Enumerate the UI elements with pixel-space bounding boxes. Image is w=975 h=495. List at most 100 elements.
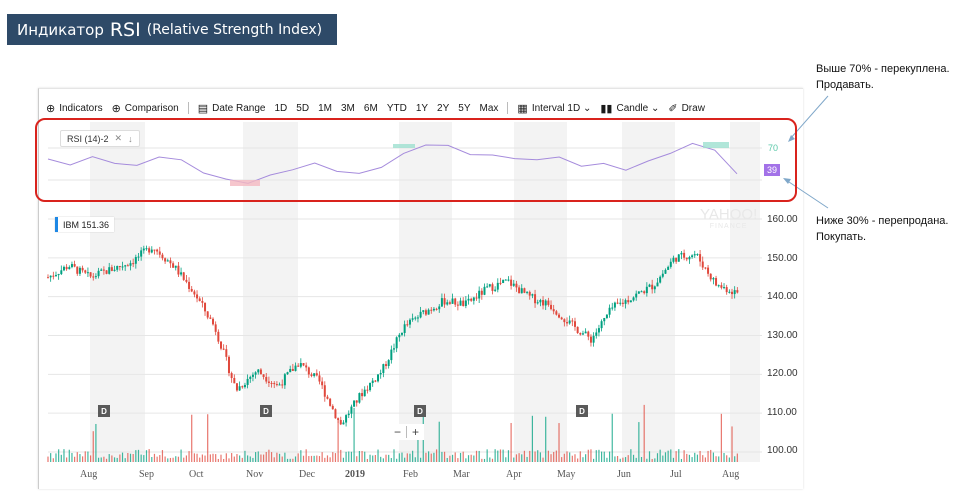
date-range-button[interactable]: ▤ Date Range <box>198 102 266 115</box>
x-tick: Jul <box>670 469 682 480</box>
candle-body <box>709 273 712 280</box>
candle-body <box>597 328 600 333</box>
range-5y[interactable]: 5Y <box>458 102 471 114</box>
volume-bar <box>329 457 331 462</box>
range-ytd[interactable]: YTD <box>386 102 407 114</box>
candle-body <box>84 270 87 273</box>
dividend-badge[interactable]: D <box>576 405 588 417</box>
volume-bar <box>688 454 691 462</box>
candle-body <box>262 374 265 377</box>
chart-type-label: Candle <box>616 102 649 114</box>
ticker-chip[interactable]: IBM 151.36 <box>55 217 115 232</box>
volume-bar <box>207 414 209 462</box>
volume-bar <box>297 453 299 462</box>
candle-body <box>464 300 467 307</box>
watermark-line2: FINANCE <box>709 223 748 230</box>
volume-bar <box>648 451 651 462</box>
close-icon[interactable]: ✕ <box>114 133 123 143</box>
candle-body <box>198 298 201 302</box>
volume-bar <box>718 456 720 462</box>
range-max[interactable]: Max <box>479 102 499 114</box>
candle-body <box>677 254 680 262</box>
volume-bar <box>84 451 86 462</box>
range-3m[interactable]: 3M <box>341 102 355 114</box>
volume-bar <box>366 458 368 462</box>
candle-body <box>648 284 651 287</box>
candle-body <box>422 310 425 312</box>
volume-bar <box>356 456 358 462</box>
volume-bar <box>640 456 643 462</box>
volume-bar <box>95 423 97 462</box>
dividend-badge[interactable]: D <box>98 405 110 417</box>
range-2y[interactable]: 2Y <box>437 102 450 114</box>
draw-button[interactable]: ✐ Draw <box>668 102 705 115</box>
candle-body <box>496 282 499 290</box>
volume-bar <box>273 457 275 462</box>
volume-bar <box>624 457 627 462</box>
candle-body <box>411 318 414 320</box>
overbought-line2: Продавать. <box>816 79 874 91</box>
candle-body <box>235 383 238 391</box>
range-5d[interactable]: 5D <box>296 102 310 114</box>
dividend-badge[interactable]: D <box>260 405 272 417</box>
candle-body <box>153 249 156 251</box>
range-1m[interactable]: 1M <box>318 102 332 114</box>
chevron-down-icon: ⌄ <box>580 102 592 114</box>
volume-bar <box>124 458 126 462</box>
candle-body <box>259 369 262 375</box>
overbought-note: Выше 70% - перекуплена. Продавать. <box>816 61 950 93</box>
interval-button[interactable]: ▦ Interval 1D ⌄ <box>517 102 591 115</box>
candle-body <box>685 257 688 260</box>
volume-bar <box>193 453 195 462</box>
volume-bar <box>302 455 305 462</box>
volume-bar <box>523 450 526 462</box>
volume-bar <box>252 457 254 462</box>
volume-bar <box>127 452 129 462</box>
x-tick: Aug <box>722 469 740 480</box>
volume-bar <box>132 454 134 462</box>
volume-bar <box>475 450 478 462</box>
month-band <box>622 122 675 462</box>
volume-bar <box>220 454 222 462</box>
range-1y[interactable]: 1Y <box>415 102 429 114</box>
volume-bar <box>683 450 685 462</box>
interval-value: 1D <box>567 102 581 114</box>
volume-bar <box>579 451 581 462</box>
volume-bar <box>345 451 347 462</box>
volume-bar <box>574 454 576 462</box>
range-6m[interactable]: 6M <box>363 102 378 114</box>
volume-bar <box>675 451 677 462</box>
comparison-button[interactable]: ⊕ Comparison <box>112 102 179 115</box>
range-1d[interactable]: 1D <box>274 102 288 114</box>
chart-type-button[interactable]: ▮▮ Candle ⌄ <box>600 102 659 115</box>
indicators-button[interactable]: ⊕ Indicators <box>46 102 103 115</box>
volume-bar <box>678 449 680 462</box>
candle-body <box>193 291 196 295</box>
volume-bar <box>611 413 613 462</box>
zoom-out-button[interactable]: − <box>394 425 402 439</box>
candle-body <box>584 331 587 334</box>
volume-bar <box>670 449 672 462</box>
plus-circle-icon: ⊕ <box>46 102 56 115</box>
volume-bar <box>417 425 419 462</box>
candle-body <box>118 265 121 267</box>
candle-body <box>592 335 595 343</box>
volume-bar <box>696 454 699 462</box>
candle-body <box>227 356 230 374</box>
candle-body <box>603 317 606 322</box>
y-tick: 110.00 <box>767 407 797 418</box>
rsi-indicator-chip[interactable]: RSI (14)-2 ✕ ↓ <box>60 130 140 147</box>
candle-body <box>568 320 571 324</box>
volume-bar <box>590 449 592 462</box>
volume-bar <box>305 449 307 462</box>
zoom-in-button[interactable]: + <box>412 425 420 439</box>
dividend-badge[interactable]: D <box>414 405 426 417</box>
candle-body <box>675 257 678 262</box>
arrow-down-icon[interactable]: ↓ <box>128 133 133 144</box>
title-banner: Индикатор RSI (Relative Strength Index) <box>7 14 337 45</box>
volume-bar <box>52 458 54 462</box>
volume-bar <box>153 453 156 462</box>
candle-body <box>555 311 558 315</box>
candle-body <box>669 261 672 267</box>
candle-body <box>526 291 529 293</box>
